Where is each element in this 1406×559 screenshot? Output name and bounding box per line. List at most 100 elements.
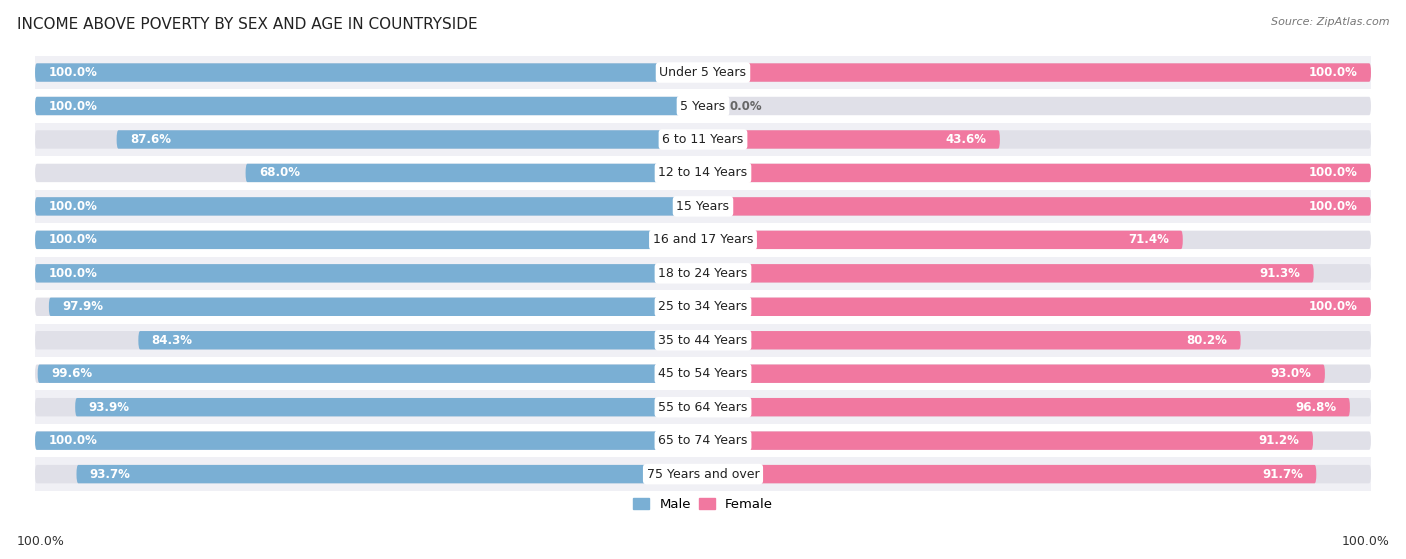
- FancyBboxPatch shape: [35, 156, 1371, 190]
- FancyBboxPatch shape: [35, 197, 693, 216]
- Text: 100.0%: 100.0%: [1309, 200, 1358, 213]
- FancyBboxPatch shape: [35, 123, 1371, 156]
- Text: 99.6%: 99.6%: [51, 367, 93, 380]
- FancyBboxPatch shape: [713, 398, 1371, 416]
- FancyBboxPatch shape: [76, 465, 693, 484]
- Text: 91.3%: 91.3%: [1260, 267, 1301, 280]
- Text: 15 Years: 15 Years: [676, 200, 730, 213]
- FancyBboxPatch shape: [713, 197, 1371, 216]
- FancyBboxPatch shape: [35, 223, 1371, 257]
- FancyBboxPatch shape: [35, 231, 693, 249]
- FancyBboxPatch shape: [35, 432, 693, 450]
- Text: 93.7%: 93.7%: [90, 468, 131, 481]
- FancyBboxPatch shape: [35, 190, 1371, 223]
- FancyBboxPatch shape: [713, 231, 1371, 249]
- Text: 93.0%: 93.0%: [1271, 367, 1312, 380]
- FancyBboxPatch shape: [35, 432, 693, 450]
- Text: 80.2%: 80.2%: [1187, 334, 1227, 347]
- FancyBboxPatch shape: [35, 424, 1371, 457]
- Text: 100.0%: 100.0%: [1309, 300, 1358, 313]
- Text: 97.9%: 97.9%: [62, 300, 103, 313]
- Text: Source: ZipAtlas.com: Source: ZipAtlas.com: [1271, 17, 1389, 27]
- FancyBboxPatch shape: [713, 164, 1371, 182]
- FancyBboxPatch shape: [713, 398, 1350, 416]
- Text: 93.9%: 93.9%: [89, 401, 129, 414]
- FancyBboxPatch shape: [35, 130, 693, 149]
- FancyBboxPatch shape: [713, 231, 1182, 249]
- FancyBboxPatch shape: [35, 56, 1371, 89]
- FancyBboxPatch shape: [35, 364, 693, 383]
- Text: 75 Years and over: 75 Years and over: [647, 468, 759, 481]
- FancyBboxPatch shape: [75, 398, 693, 416]
- Text: 100.0%: 100.0%: [48, 100, 97, 112]
- Text: 100.0%: 100.0%: [48, 66, 97, 79]
- Text: 100.0%: 100.0%: [1309, 66, 1358, 79]
- FancyBboxPatch shape: [35, 297, 693, 316]
- FancyBboxPatch shape: [713, 297, 1371, 316]
- Text: 55 to 64 Years: 55 to 64 Years: [658, 401, 748, 414]
- FancyBboxPatch shape: [713, 432, 1313, 450]
- FancyBboxPatch shape: [49, 297, 693, 316]
- Text: 65 to 74 Years: 65 to 74 Years: [658, 434, 748, 447]
- Text: 100.0%: 100.0%: [1341, 535, 1389, 548]
- FancyBboxPatch shape: [713, 130, 1371, 149]
- FancyBboxPatch shape: [713, 331, 1240, 349]
- Text: 35 to 44 Years: 35 to 44 Years: [658, 334, 748, 347]
- FancyBboxPatch shape: [713, 364, 1371, 383]
- FancyBboxPatch shape: [117, 130, 693, 149]
- FancyBboxPatch shape: [713, 432, 1371, 450]
- FancyBboxPatch shape: [35, 398, 693, 416]
- FancyBboxPatch shape: [35, 63, 693, 82]
- FancyBboxPatch shape: [35, 89, 1371, 123]
- Text: 0.0%: 0.0%: [730, 100, 762, 112]
- Text: 71.4%: 71.4%: [1129, 233, 1170, 247]
- FancyBboxPatch shape: [35, 390, 1371, 424]
- Text: 96.8%: 96.8%: [1295, 401, 1337, 414]
- FancyBboxPatch shape: [713, 63, 1371, 82]
- FancyBboxPatch shape: [35, 97, 693, 115]
- FancyBboxPatch shape: [35, 197, 693, 216]
- Text: Under 5 Years: Under 5 Years: [659, 66, 747, 79]
- Text: 91.7%: 91.7%: [1263, 468, 1303, 481]
- Text: 16 and 17 Years: 16 and 17 Years: [652, 233, 754, 247]
- FancyBboxPatch shape: [713, 97, 1371, 115]
- Text: 84.3%: 84.3%: [152, 334, 193, 347]
- FancyBboxPatch shape: [246, 164, 693, 182]
- FancyBboxPatch shape: [35, 324, 1371, 357]
- Text: 100.0%: 100.0%: [48, 267, 97, 280]
- Legend: Male, Female: Male, Female: [627, 493, 779, 517]
- Text: 68.0%: 68.0%: [259, 167, 299, 179]
- Text: 100.0%: 100.0%: [17, 535, 65, 548]
- FancyBboxPatch shape: [35, 63, 693, 82]
- Text: 100.0%: 100.0%: [48, 434, 97, 447]
- FancyBboxPatch shape: [35, 465, 693, 484]
- FancyBboxPatch shape: [35, 264, 693, 282]
- FancyBboxPatch shape: [713, 197, 1371, 216]
- FancyBboxPatch shape: [713, 63, 1371, 82]
- FancyBboxPatch shape: [713, 264, 1313, 282]
- FancyBboxPatch shape: [35, 231, 693, 249]
- FancyBboxPatch shape: [35, 290, 1371, 324]
- FancyBboxPatch shape: [713, 364, 1324, 383]
- FancyBboxPatch shape: [35, 257, 1371, 290]
- Text: 43.6%: 43.6%: [945, 133, 987, 146]
- FancyBboxPatch shape: [713, 297, 1371, 316]
- FancyBboxPatch shape: [713, 164, 1371, 182]
- Text: 25 to 34 Years: 25 to 34 Years: [658, 300, 748, 313]
- Text: 91.2%: 91.2%: [1258, 434, 1299, 447]
- Text: 5 Years: 5 Years: [681, 100, 725, 112]
- Text: 12 to 14 Years: 12 to 14 Years: [658, 167, 748, 179]
- FancyBboxPatch shape: [35, 164, 693, 182]
- Text: 100.0%: 100.0%: [1309, 167, 1358, 179]
- FancyBboxPatch shape: [713, 465, 1316, 484]
- FancyBboxPatch shape: [713, 331, 1371, 349]
- FancyBboxPatch shape: [35, 97, 693, 115]
- FancyBboxPatch shape: [138, 331, 693, 349]
- FancyBboxPatch shape: [38, 364, 693, 383]
- Text: 100.0%: 100.0%: [48, 200, 97, 213]
- Text: 45 to 54 Years: 45 to 54 Years: [658, 367, 748, 380]
- FancyBboxPatch shape: [713, 465, 1371, 484]
- Text: 18 to 24 Years: 18 to 24 Years: [658, 267, 748, 280]
- Text: 100.0%: 100.0%: [48, 233, 97, 247]
- Text: 6 to 11 Years: 6 to 11 Years: [662, 133, 744, 146]
